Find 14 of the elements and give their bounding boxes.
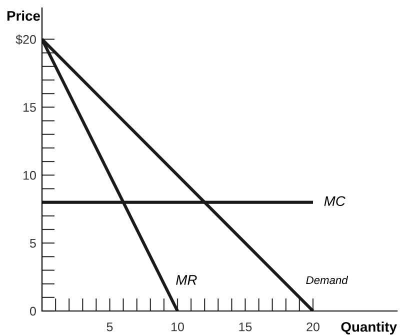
y-axis-title: Price bbox=[7, 10, 40, 21]
series-label: MR bbox=[176, 275, 197, 285]
x-tick-label: 15 bbox=[239, 322, 252, 332]
x-tick-label: 10 bbox=[172, 322, 184, 332]
series-label: Demand bbox=[306, 276, 348, 284]
y-tick-label: 10 bbox=[23, 170, 36, 180]
y-tick-label: 15 bbox=[23, 103, 36, 112]
y-tick-label: $20 bbox=[16, 34, 36, 45]
x-tick-label: 5 bbox=[106, 322, 113, 332]
series-label: MC bbox=[324, 196, 346, 206]
y-tick-label: 5 bbox=[30, 238, 36, 248]
y-tick-label: 0 bbox=[30, 306, 36, 316]
x-tick-label: 20 bbox=[306, 322, 320, 332]
x-axis-title: Quantity bbox=[341, 322, 397, 335]
